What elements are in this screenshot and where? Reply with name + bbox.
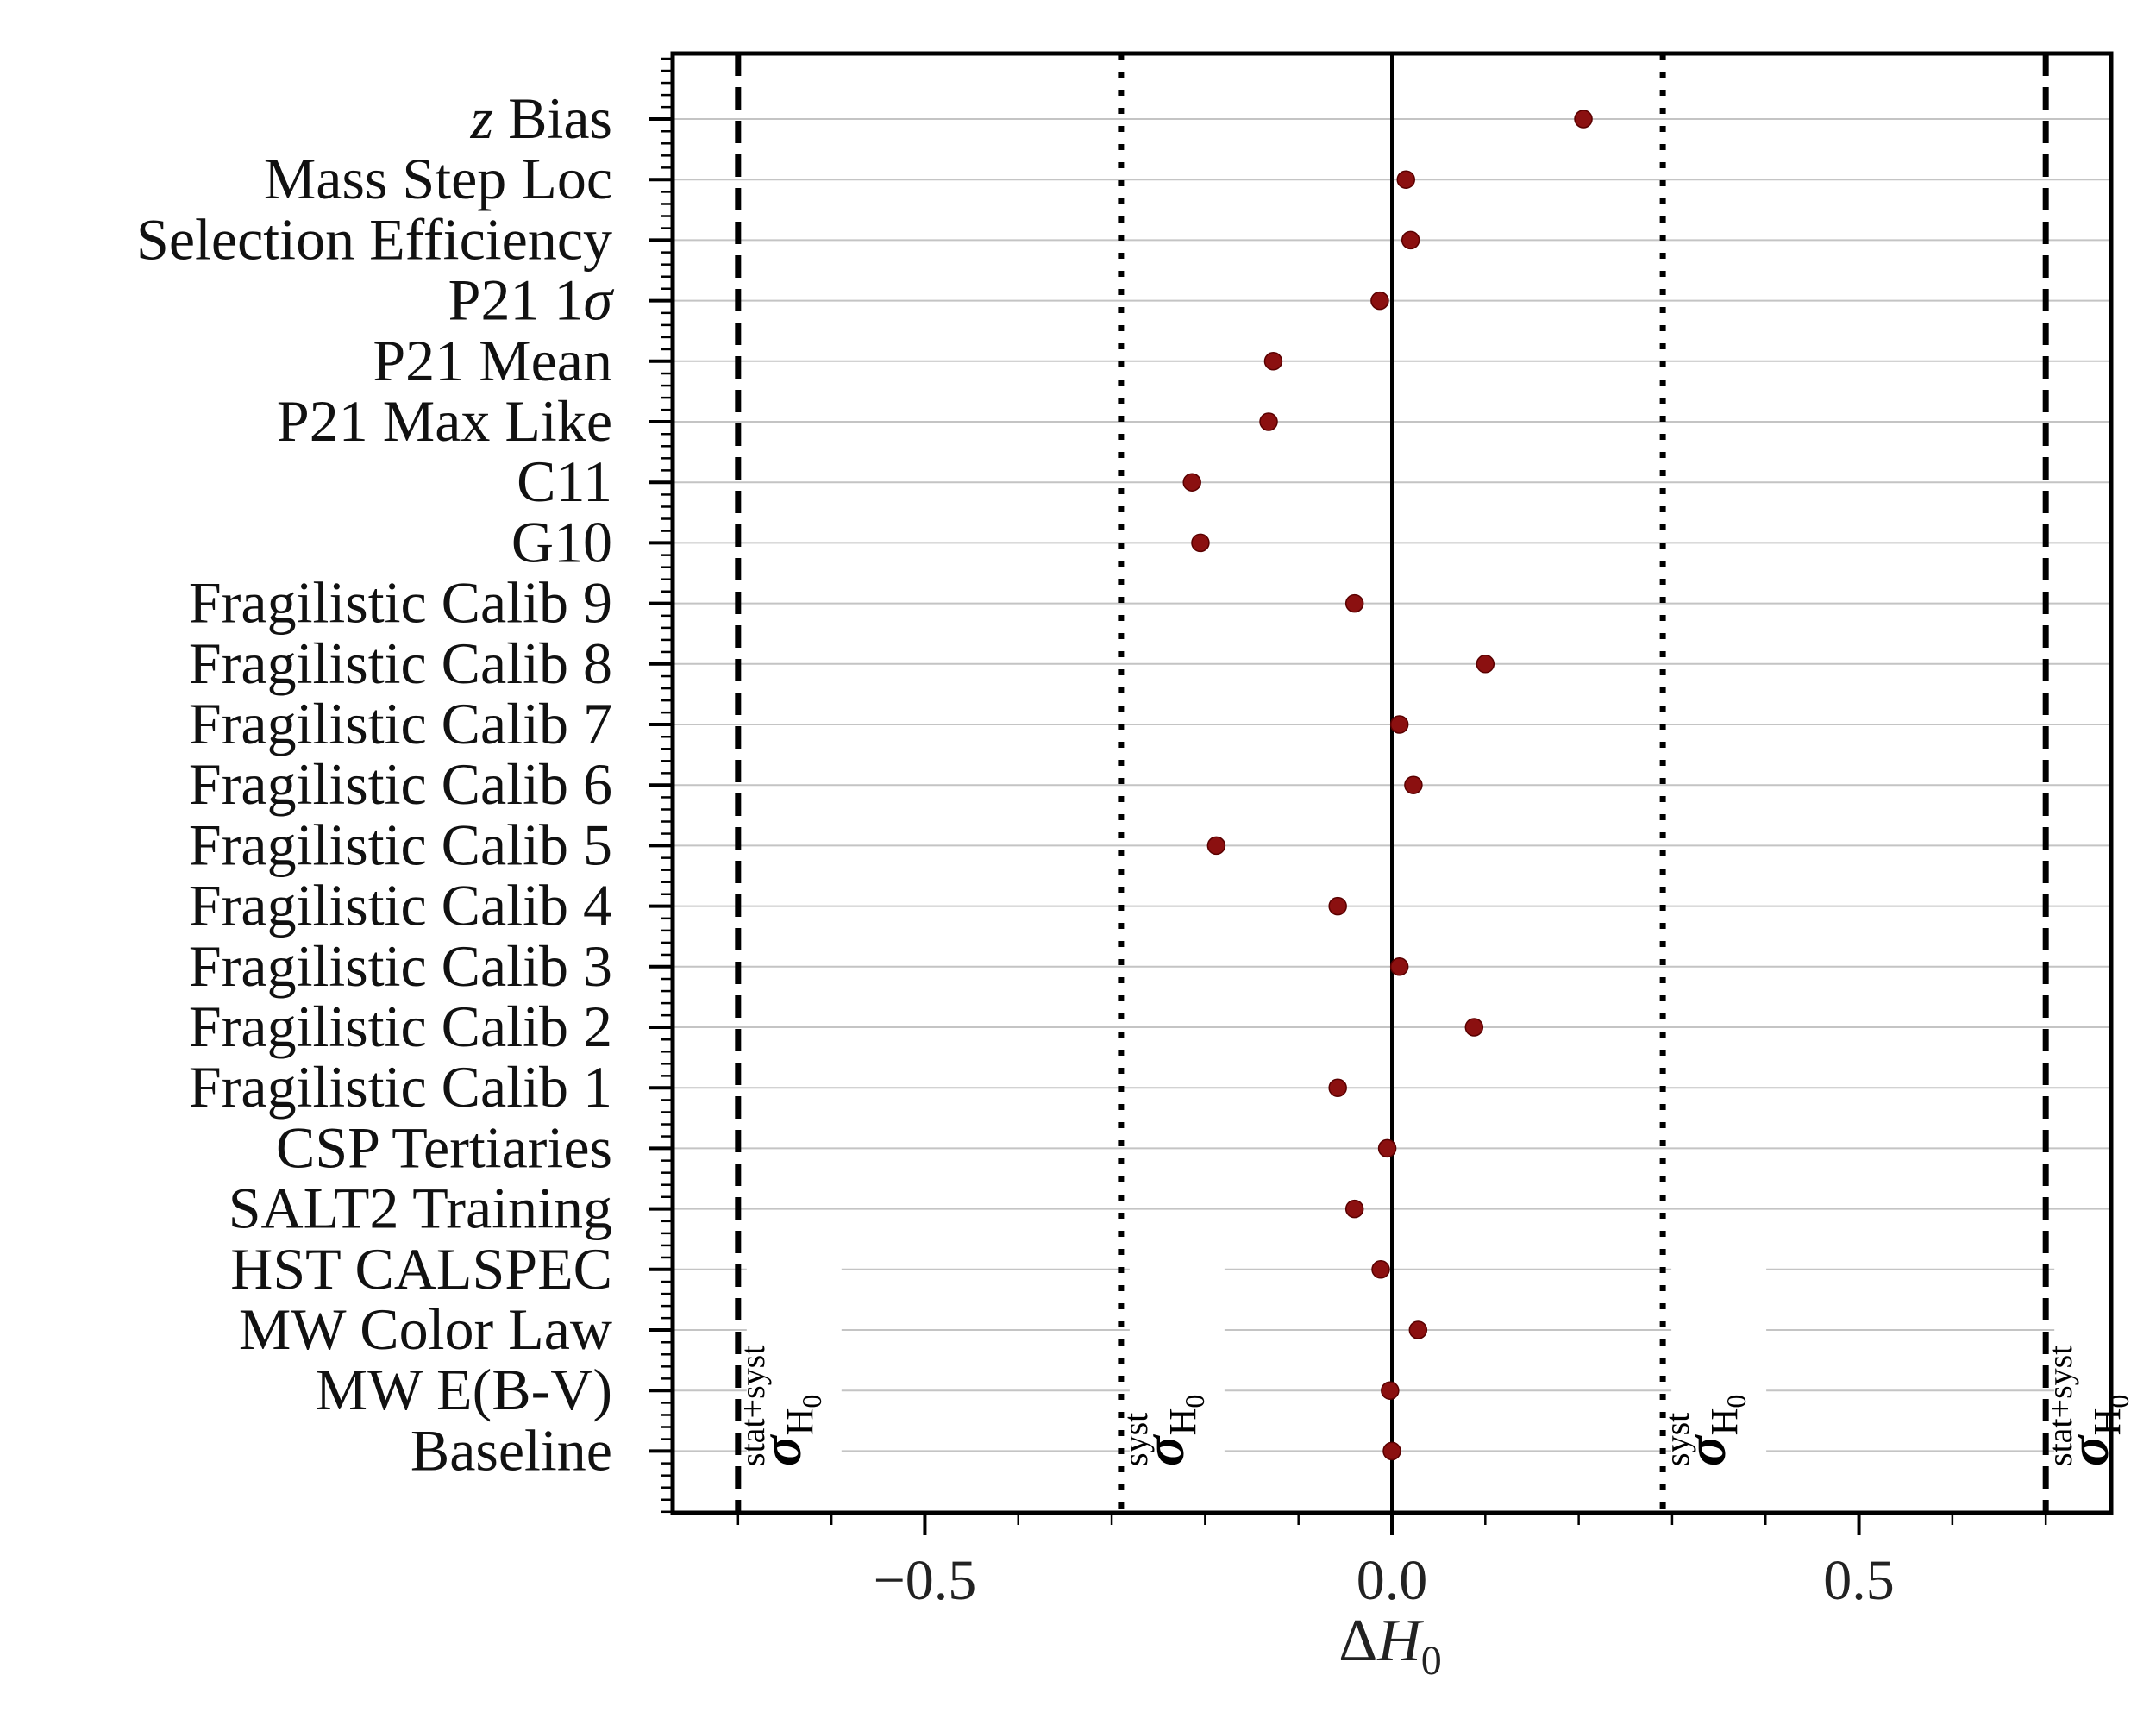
data-point <box>1464 1018 1484 1037</box>
category-label: Fragilistic Calib 9 <box>189 570 612 636</box>
category-label: MW Color Law <box>239 1296 612 1362</box>
data-point <box>1182 473 1201 492</box>
data-point <box>1389 957 1409 976</box>
x-tick-label: −0.5 <box>874 1549 977 1612</box>
data-point <box>1396 170 1415 189</box>
category-label: G10 <box>511 509 612 574</box>
x-axis-title-sub: 0 <box>1421 1638 1442 1684</box>
data-point <box>1328 1078 1347 1097</box>
data-point <box>1259 412 1278 431</box>
data-point <box>1328 896 1347 916</box>
plot-frame <box>670 51 2114 1515</box>
points-layer <box>1182 110 1593 1461</box>
data-point <box>1377 1138 1397 1158</box>
category-label: Selection Efficiency <box>136 206 612 272</box>
data-point <box>1381 1381 1400 1400</box>
data-point <box>1574 110 1593 129</box>
category-label: C11 <box>517 448 612 514</box>
data-point <box>1370 291 1389 310</box>
category-label: Baseline <box>411 1417 612 1483</box>
sigma-label-text: σH0 <box>1675 1395 1752 1466</box>
data-point <box>1476 655 1495 674</box>
data-point <box>1408 1320 1428 1339</box>
data-point <box>1382 1441 1401 1461</box>
category-label: P21 1σ <box>448 267 615 333</box>
x-tick-label: 0.5 <box>1823 1549 1895 1612</box>
category-label: P21 Max Like <box>277 388 612 454</box>
category-label: Fragilistic Calib 8 <box>189 630 612 696</box>
x-axis-title-delta: Δ <box>1338 1608 1377 1674</box>
category-label: Fragilistic Calib 2 <box>189 994 612 1059</box>
sigma-label-text: σH0 <box>1133 1395 1210 1466</box>
data-point <box>1344 1199 1364 1219</box>
data-point <box>1344 593 1364 613</box>
category-label: SALT2 Training <box>229 1176 612 1241</box>
category-label: Fragilistic Calib 1 <box>189 1054 612 1120</box>
category-label: P21 Mean <box>373 328 612 393</box>
category-label: CSP Tertiaries <box>276 1114 612 1180</box>
data-point <box>1191 533 1210 553</box>
sigma-label-sup: syst <box>1116 1413 1155 1466</box>
category-label: Fragilistic Calib 4 <box>189 873 612 938</box>
x-tick-label: 0.0 <box>1357 1549 1428 1612</box>
x-axis-title-main: H <box>1376 1608 1424 1674</box>
sigma-label-sup: stat+syst <box>733 1346 772 1466</box>
category-label: HST CALSPEC <box>230 1236 612 1302</box>
sigma-label-backdrop <box>2054 1242 2150 1501</box>
sigma-label-backdrop <box>1671 1242 1767 1501</box>
reference-lines-layer <box>735 53 2049 1513</box>
category-label: Mass Step Loc <box>264 146 612 211</box>
category-label: Fragilistic Calib 3 <box>189 933 612 999</box>
data-point <box>1404 775 1423 794</box>
data-point <box>1389 715 1409 734</box>
category-label: Fragilistic Calib 5 <box>189 812 612 877</box>
data-point <box>1371 1260 1390 1279</box>
category-label: z Bias <box>470 85 612 151</box>
category-label: Fragilistic Calib 6 <box>189 751 612 817</box>
sigma-label-sup: stat+syst <box>2040 1346 2079 1466</box>
sigma-label-backdrop <box>1129 1242 1225 1501</box>
category-label: MW E(B-V) <box>316 1357 612 1422</box>
x-axis-title: ΔH0 <box>1338 1608 1442 1684</box>
data-point <box>1401 230 1420 250</box>
data-point <box>1206 836 1226 856</box>
sigma-label-sup: syst <box>1658 1413 1696 1466</box>
data-point <box>1263 352 1283 371</box>
sigma-label-backdrop <box>746 1242 842 1501</box>
sigma-label-text: σH0 <box>750 1395 827 1466</box>
category-label: Fragilistic Calib 7 <box>189 691 612 756</box>
